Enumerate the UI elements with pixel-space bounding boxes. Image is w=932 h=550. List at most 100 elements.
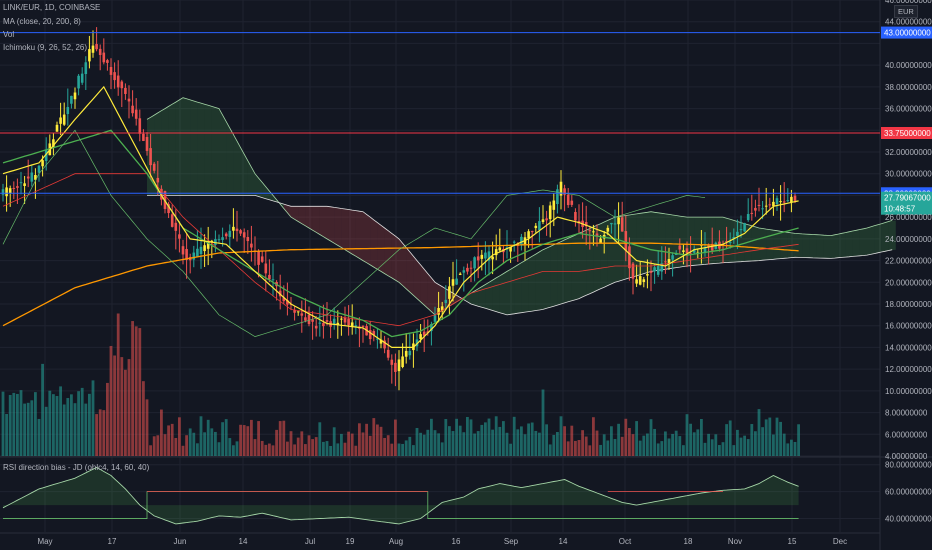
volume-bar: [430, 418, 433, 456]
cloud-segment: [154, 110, 162, 196]
volume-bar: [23, 403, 26, 456]
volume-bar: [599, 444, 602, 456]
candle-body: [296, 311, 300, 313]
cloud-segment: [607, 217, 615, 286]
cloud-segment: [161, 106, 169, 196]
volume-bar: [41, 363, 44, 456]
cloud-segment: [586, 226, 594, 296]
volume-bar: [152, 436, 156, 456]
candle-body: [232, 226, 235, 231]
time-tick-label: Aug: [389, 537, 403, 546]
volume-bar: [253, 439, 257, 456]
candle-body: [570, 200, 574, 205]
candle-body: [318, 322, 322, 324]
price-tick-label: 30.00000000: [885, 170, 932, 179]
volume-bar: [631, 434, 635, 456]
time-tick-label: May: [37, 537, 52, 546]
candle-body: [545, 218, 548, 221]
ma-legend[interactable]: MA (close, 20, 200, 8): [3, 17, 81, 26]
price-tick-label: 24.00000000: [885, 235, 932, 244]
volume-bar: [167, 425, 170, 456]
volume-bar: [347, 431, 350, 456]
volume-bar: [149, 445, 152, 456]
cloud-segment: [499, 271, 507, 315]
volume-bar: [95, 414, 98, 456]
candle-body: [671, 255, 674, 260]
candle-body: [88, 49, 91, 62]
volume-bar: [440, 442, 444, 456]
cloud-segment: [795, 233, 803, 258]
volume-bar: [289, 431, 293, 456]
volume-bar: [764, 419, 768, 456]
cloud-segment: [334, 207, 342, 248]
cloud-segment: [399, 238, 407, 289]
volume-bar: [761, 427, 764, 456]
cloud-segment: [247, 160, 255, 196]
cloud-segment: [881, 221, 889, 253]
cloud-segment: [888, 220, 896, 251]
candle-body: [667, 259, 671, 264]
volume-bar: [196, 443, 199, 456]
candle-body: [448, 286, 451, 299]
candle-body: [70, 95, 73, 104]
volume-bar: [541, 389, 545, 456]
volume-bar: [361, 432, 365, 456]
volume-bar: [311, 439, 314, 456]
candles: [1, 27, 797, 391]
price-tick-label: 12.00000000: [885, 365, 932, 374]
volume-bar: [98, 409, 102, 456]
volume-bar: [732, 445, 736, 456]
volume-bar: [401, 443, 404, 456]
candle-body: [397, 359, 401, 372]
volume-bar: [354, 445, 358, 456]
candle-body: [149, 148, 152, 166]
candle-body: [728, 241, 732, 243]
vol-legend[interactable]: Vol: [3, 30, 15, 39]
volume-bar: [73, 403, 77, 456]
candle-body: [548, 205, 552, 220]
cloud-segment: [197, 102, 205, 196]
price-tick-label: 44.00000000: [885, 18, 932, 27]
rsi-legend[interactable]: RSI direction bias - JD (ohlc4, 14, 60, …: [3, 463, 150, 472]
candle-body: [268, 274, 271, 280]
candle-body: [368, 330, 372, 340]
level-label-bg: [881, 26, 932, 39]
time-tick-label: 16: [452, 537, 461, 546]
candle-body: [473, 257, 476, 269]
volume-bar: [408, 436, 412, 456]
candle-body: [682, 250, 685, 252]
candle-body: [394, 362, 397, 372]
volume-bar: [372, 418, 376, 456]
candle-body: [235, 228, 239, 232]
volume-bar: [80, 387, 84, 456]
candle-body: [250, 243, 253, 248]
candle-body: [199, 246, 203, 255]
candle-body: [311, 319, 314, 322]
candle-body: [487, 251, 491, 261]
volume-bar: [314, 437, 318, 456]
volume-bar: [239, 424, 242, 456]
volume-bar: [206, 419, 210, 456]
cloud-segment: [874, 223, 882, 254]
senkou-b-line: [147, 195, 893, 316]
volume-bar: [793, 441, 797, 456]
candle-body: [5, 187, 8, 197]
volume-bar: [444, 419, 448, 456]
volume-bar: [570, 425, 574, 456]
candle-body: [653, 267, 656, 272]
ichimoku-legend[interactable]: Ichimoku (9, 26, 52, 26): [3, 43, 88, 52]
candle-body: [167, 204, 170, 214]
volume-bar: [134, 326, 138, 456]
candle-body: [512, 241, 516, 243]
candle-body: [556, 189, 559, 205]
cloud-segment: [651, 211, 659, 272]
candle-body: [458, 273, 462, 275]
cloud-segment: [190, 99, 198, 196]
cloud-segment: [751, 225, 759, 262]
candle-body: [293, 309, 296, 313]
symbol-title[interactable]: LINK/EUR, 1D, COINBASE: [3, 3, 101, 12]
candle-body: [55, 124, 59, 132]
candle-body: [131, 105, 134, 114]
volume-bar: [365, 423, 368, 456]
